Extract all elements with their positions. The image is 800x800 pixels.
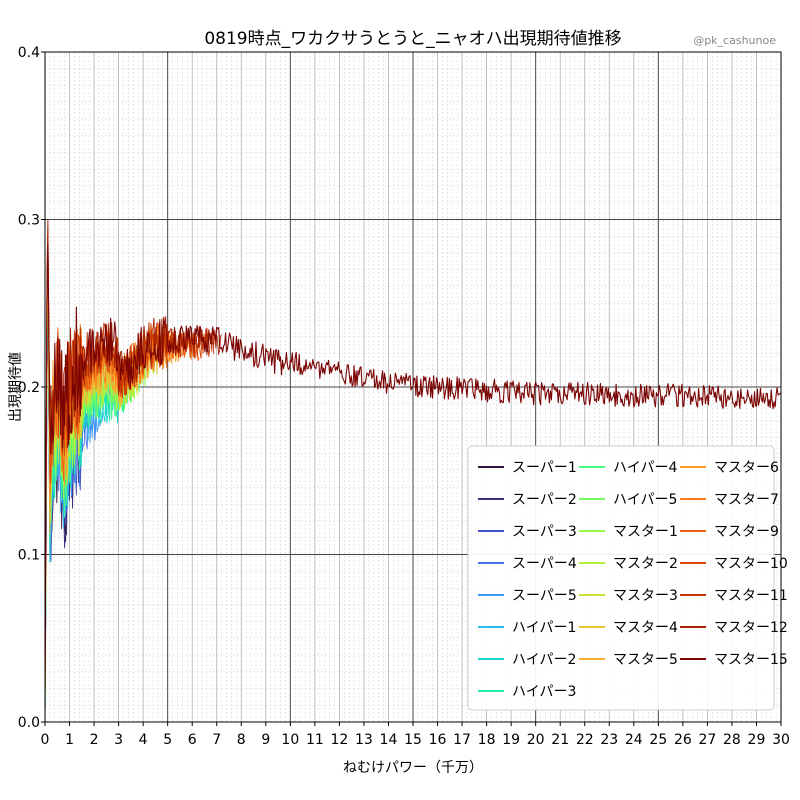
x-tick-label: 26 xyxy=(674,732,692,748)
legend-label: ハイパー1 xyxy=(512,620,576,636)
legend-label: マスター15 xyxy=(714,652,788,668)
x-tick-label: 29 xyxy=(748,732,766,748)
legend-item: マスター6 xyxy=(680,460,779,476)
y-axis-ticks: 0.0 0.1 0.2 0.3 0.4 xyxy=(18,45,45,731)
y-tick-label: 0.0 xyxy=(18,715,40,731)
legend-item: マスター12 xyxy=(680,620,788,636)
x-tick-label: 17 xyxy=(453,732,471,748)
legend-label: マスター10 xyxy=(714,556,788,572)
legend-box xyxy=(467,445,775,711)
legend-item: マスター9 xyxy=(680,524,779,540)
x-tick-label: 28 xyxy=(723,732,741,748)
x-tick-label: 0 xyxy=(41,732,50,748)
y-tick-label: 0.4 xyxy=(18,45,40,61)
series-layer xyxy=(45,219,781,722)
credit-text: @pk_cashunoe xyxy=(693,34,776,47)
x-tick-label: 3 xyxy=(114,732,123,748)
legend-label: ハイパー5 xyxy=(613,492,677,508)
legend-label: マスター9 xyxy=(714,524,779,540)
legend-label: スーパー1 xyxy=(512,460,577,476)
legend-label: スーパー5 xyxy=(512,588,577,604)
legend-item: マスター3 xyxy=(579,588,678,604)
legend-item: マスター4 xyxy=(579,620,678,636)
legend-item: スーパー2 xyxy=(478,492,577,508)
legend-label: マスター11 xyxy=(714,588,788,604)
legend-item: ハイパー3 xyxy=(478,684,576,700)
x-tick-label: 21 xyxy=(551,732,569,748)
legend-label: スーパー2 xyxy=(512,492,577,508)
x-tick-label: 30 xyxy=(772,732,790,748)
x-axis-label: ねむけパワー（千万） xyxy=(343,760,483,776)
legend-item: ハイパー4 xyxy=(579,460,677,476)
legend-label: スーパー4 xyxy=(512,556,577,572)
x-tick-label: 2 xyxy=(90,732,99,748)
y-tick-label: 0.2 xyxy=(18,380,40,396)
chart-title: 0819時点_ワカクサうとうと_ニャオハ出現期待値推移 xyxy=(204,29,621,49)
x-tick-label: 4 xyxy=(139,732,148,748)
legend-item: スーパー4 xyxy=(478,556,577,572)
legend-item: スーパー1 xyxy=(478,460,577,476)
x-tick-label: 13 xyxy=(355,732,373,748)
legend-item: マスター7 xyxy=(680,492,779,508)
legend-label: マスター3 xyxy=(613,588,678,604)
x-tick-label: 14 xyxy=(380,732,398,748)
legend-item: マスター11 xyxy=(680,588,788,604)
x-tick-label: 10 xyxy=(281,732,299,748)
y-axis-label: 出現期待値 xyxy=(8,352,24,422)
legend-item: ハイパー5 xyxy=(579,492,677,508)
legend: スーパー1 スーパー2 スーパー3 スーパー4 スーパー5 ハイパー1 ハイパー2 ハイパー3… xyxy=(467,445,788,711)
x-tick-label: 5 xyxy=(163,732,172,748)
legend-item: マスター2 xyxy=(579,556,678,572)
legend-label: マスター12 xyxy=(714,620,788,636)
series-lines xyxy=(45,219,781,722)
legend-item: マスター5 xyxy=(579,652,678,668)
x-tick-label: 16 xyxy=(429,732,447,748)
series-line xyxy=(45,279,141,722)
legend-label: スーパー3 xyxy=(512,524,577,540)
legend-label: マスター6 xyxy=(714,460,779,476)
legend-label: マスター7 xyxy=(714,492,779,508)
legend-item: マスター15 xyxy=(680,652,788,668)
legend-label: ハイパー3 xyxy=(512,684,576,700)
legend-label: ハイパー4 xyxy=(613,460,677,476)
y-tick-label: 0.3 xyxy=(18,213,40,229)
legend-label: マスター4 xyxy=(613,620,678,636)
legend-label: マスター2 xyxy=(613,556,678,572)
x-tick-label: 1 xyxy=(65,732,74,748)
x-tick-label: 24 xyxy=(625,732,643,748)
legend-item: マスター10 xyxy=(680,556,788,572)
x-tick-label: 15 xyxy=(404,732,422,748)
x-tick-label: 9 xyxy=(261,732,270,748)
legend-item: スーパー5 xyxy=(478,588,577,604)
legend-label: ハイパー2 xyxy=(512,652,576,668)
legend-item: マスター1 xyxy=(579,524,678,540)
legend-label: マスター1 xyxy=(613,524,678,540)
x-tick-label: 27 xyxy=(698,732,716,748)
x-tick-label: 18 xyxy=(478,732,496,748)
x-tick-label: 11 xyxy=(306,732,324,748)
x-tick-label: 12 xyxy=(330,732,348,748)
x-tick-label: 22 xyxy=(576,732,594,748)
y-tick-label: 0.1 xyxy=(18,548,40,564)
x-tick-label: 25 xyxy=(649,732,667,748)
x-tick-label: 20 xyxy=(527,732,545,748)
legend-item: ハイパー2 xyxy=(478,652,576,668)
x-tick-label: 7 xyxy=(212,732,221,748)
x-tick-label: 23 xyxy=(600,732,618,748)
x-tick-label: 19 xyxy=(502,732,520,748)
series-line xyxy=(45,244,781,694)
x-axis-ticks: 0 1 2 3 4 5 6 7 8 9 10 11 12 13 14 15 16 17 18 19 20 21 22 23 24… xyxy=(41,722,790,748)
legend-item: ハイパー1 xyxy=(478,620,576,636)
x-tick-label: 6 xyxy=(188,732,197,748)
x-tick-label: 8 xyxy=(237,732,246,748)
legend-label: マスター5 xyxy=(613,652,678,668)
legend-item: スーパー3 xyxy=(478,524,577,540)
